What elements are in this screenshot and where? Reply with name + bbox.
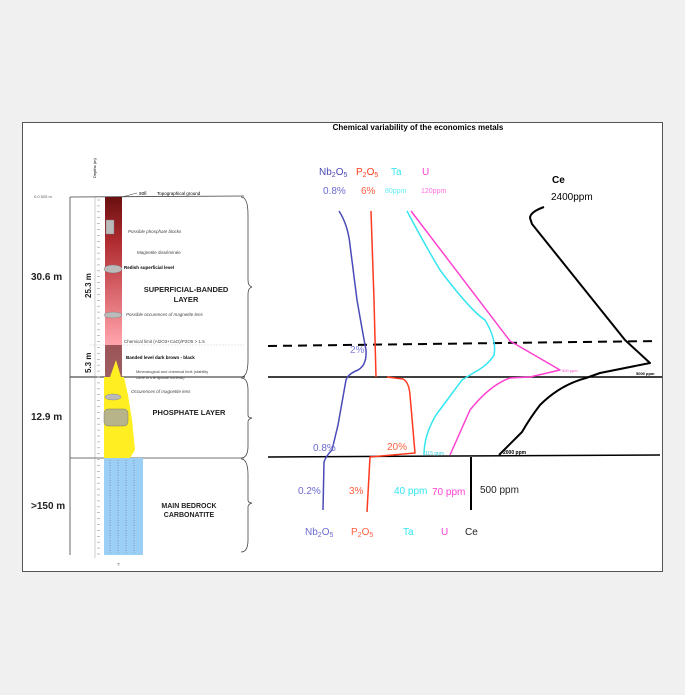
phosphate-value-ta: 115 ppm bbox=[425, 451, 444, 457]
bedrock-value-nb2o5: 0.2% bbox=[298, 486, 321, 497]
bedrock-value-p2o5: 3% bbox=[349, 486, 364, 497]
top-value-p2o5: 6% bbox=[361, 186, 376, 197]
note-chem-limit: Chemical limit (Al2O3+CaO)/P2O5 > 1.5 bbox=[124, 339, 205, 344]
mid-value-nb2o5: 2% bbox=[350, 345, 365, 356]
top-value-nb2o5: 0.8% bbox=[323, 186, 346, 197]
superficial-column bbox=[105, 197, 122, 377]
nb2o5-curve bbox=[322, 210, 367, 511]
mid-value-u: 500 ppm bbox=[562, 368, 578, 373]
bedrock-value-ce: 500 ppm bbox=[480, 485, 519, 496]
phosphate-block bbox=[103, 408, 129, 427]
layer-bedrock-2: CARBONATITE bbox=[164, 512, 215, 519]
chemical-limit-line bbox=[267, 340, 659, 347]
magnetite-lens bbox=[104, 393, 122, 401]
phosphate-value-ce: 2000 ppm bbox=[503, 450, 527, 456]
layer-superficial-2: LAYER bbox=[174, 295, 199, 304]
thickness-upper: 25.3 m bbox=[84, 273, 93, 298]
top-elevation: 0.0 525 m bbox=[34, 194, 52, 199]
magnetite-lens bbox=[103, 311, 123, 319]
note-banded: Banded level dark brown - black bbox=[126, 355, 195, 360]
ce-curve bbox=[470, 206, 651, 510]
footer-nb2o5: Nb2O5 bbox=[305, 527, 333, 539]
soil-label: soil bbox=[139, 191, 147, 197]
chart-title: Chemical variability of the economics me… bbox=[333, 123, 504, 132]
mid-value-ce: 5000 ppm bbox=[636, 371, 655, 376]
ta-curve bbox=[406, 210, 496, 456]
layer-bedrock-1: MAIN BEDROCK bbox=[161, 503, 216, 510]
header-p2o5: P2O5 bbox=[356, 167, 378, 179]
u-curve bbox=[410, 210, 561, 456]
bedrock-value-u: 70 ppm bbox=[432, 487, 465, 498]
stratigraphic-log: Depths (m) 0.0 525 m soil Topographical … bbox=[31, 158, 253, 567]
topographical-ground: Topographical ground bbox=[157, 191, 201, 196]
phosphate-value-p2o5: 20% bbox=[387, 442, 407, 453]
note-min-limit-2: zone of the apatite mineral) bbox=[136, 375, 185, 380]
thickness-bedrock: >150 m bbox=[31, 501, 65, 512]
header-u: U bbox=[422, 167, 429, 178]
note-phosphate-blocks: Possible phosphate blocks bbox=[128, 229, 182, 234]
p2o5-curve bbox=[366, 210, 416, 513]
note-min-limit-1: Mineralogical and chemical limit (stabil… bbox=[136, 369, 208, 374]
header-ta: Ta bbox=[391, 167, 402, 178]
magnetite-lens bbox=[103, 264, 123, 274]
note-magnetite: Magnetite disséminée bbox=[137, 250, 181, 255]
bedrock-limit-line bbox=[267, 454, 661, 458]
note-magnetite-lens: Possible occurences of magnetite lens bbox=[126, 312, 204, 317]
phosphate-block bbox=[105, 219, 115, 235]
note-occ-magnetite: Occurences of magnetite lens bbox=[131, 389, 191, 394]
top-value-ce: 2400ppm bbox=[551, 192, 593, 203]
depth-axis-label: Depths (m) bbox=[92, 158, 97, 178]
footer-ce: Ce bbox=[465, 527, 478, 538]
layer-superficial-1: SUPERFICIAL-BANDED bbox=[144, 285, 229, 294]
bedrock-value-ta: 40 ppm bbox=[394, 486, 427, 497]
depth-ticks bbox=[97, 199, 100, 555]
footer-p2o5: P2O5 bbox=[351, 527, 373, 539]
note-unknown-depth: ? bbox=[117, 562, 120, 567]
footer-u: U bbox=[441, 527, 448, 538]
layer-phosphate: PHOSPHATE LAYER bbox=[153, 408, 227, 417]
phosphate-value-nb2o5: 0.8% bbox=[313, 443, 336, 454]
top-value-ta: 80ppm bbox=[385, 188, 407, 195]
header-nb2o5: Nb2O5 bbox=[319, 167, 347, 179]
header-ce: Ce bbox=[552, 175, 565, 186]
chemical-profiles: Nb2O5 P2O5 Ta U Ce 0.8% 6% 80ppm 120ppm … bbox=[267, 167, 662, 539]
thickness-superficial: 30.6 m bbox=[31, 272, 62, 283]
footer-ta: Ta bbox=[403, 527, 414, 538]
bedrock-column bbox=[104, 458, 143, 555]
note-redish: Redish superficial level bbox=[124, 265, 174, 270]
thickness-phosphate: 12.9 m bbox=[31, 412, 62, 423]
boundary-lines bbox=[267, 340, 662, 458]
top-value-u: 120ppm bbox=[421, 188, 446, 195]
thickness-banded: 5.3 m bbox=[84, 353, 93, 373]
